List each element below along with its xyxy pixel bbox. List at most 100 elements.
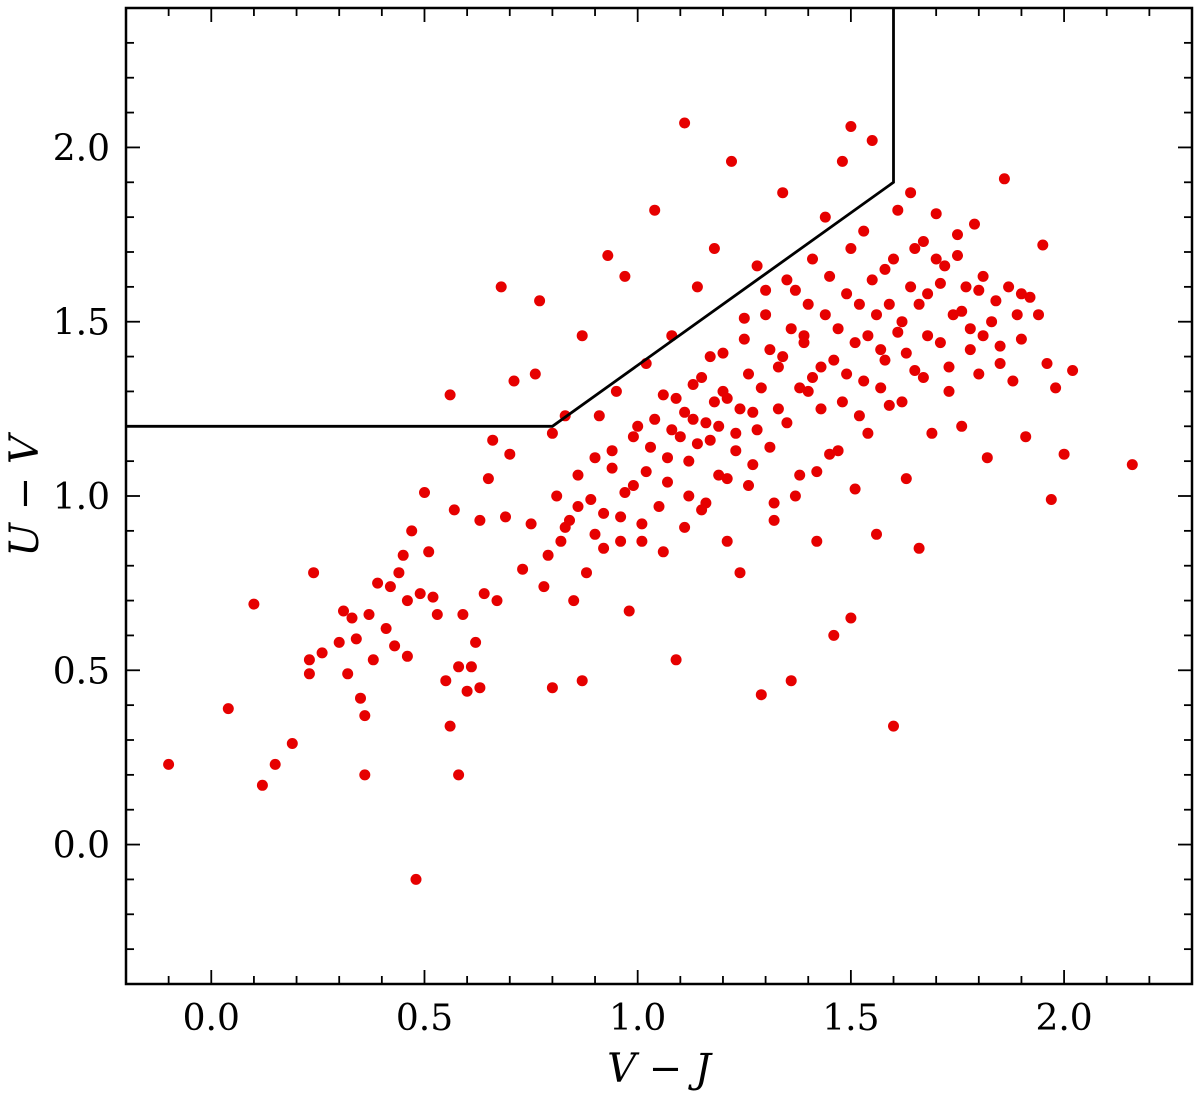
data-point <box>465 661 477 673</box>
data-point <box>828 629 840 641</box>
data-point <box>610 385 622 397</box>
data-point <box>704 434 716 446</box>
data-point <box>657 389 669 401</box>
data-point <box>444 389 456 401</box>
data-point <box>956 420 968 432</box>
data-point <box>845 243 857 254</box>
data-point <box>858 225 870 237</box>
data-point <box>457 609 469 620</box>
data-point <box>559 521 571 533</box>
data-point <box>359 710 371 722</box>
data-point <box>453 661 465 673</box>
data-point <box>679 521 691 533</box>
data-point <box>730 445 742 457</box>
data-point <box>551 490 563 502</box>
data-point <box>453 769 465 781</box>
data-point <box>922 288 934 300</box>
data-point <box>841 368 853 380</box>
data-point <box>922 330 934 342</box>
data-point <box>679 406 691 418</box>
data-point <box>888 720 899 732</box>
data-point <box>602 250 614 261</box>
data-point <box>581 567 592 579</box>
data-point <box>896 396 908 408</box>
x-tick-label: 0.5 <box>396 998 453 1039</box>
data-point <box>811 466 823 478</box>
data-point <box>401 650 413 662</box>
data-point <box>981 452 993 464</box>
data-point <box>807 372 818 383</box>
data-point <box>986 316 998 328</box>
data-point <box>930 253 942 265</box>
data-point <box>755 382 767 394</box>
data-point <box>397 549 409 561</box>
data-point <box>862 427 874 439</box>
plot-frame <box>124 6 1194 986</box>
data-point <box>589 528 601 540</box>
data-point <box>875 382 887 394</box>
data-point <box>474 682 486 694</box>
data-point <box>683 490 695 502</box>
data-point <box>1037 239 1049 251</box>
data-point <box>546 427 558 439</box>
data-point <box>700 417 712 429</box>
data-point <box>777 187 789 199</box>
data-point <box>913 298 925 310</box>
data-point <box>785 323 797 335</box>
data-point <box>832 445 844 457</box>
data-point <box>721 535 733 547</box>
data-point <box>256 779 268 791</box>
y-tick-label: 2.0 <box>53 128 110 169</box>
data-point <box>960 281 972 293</box>
data-point <box>163 758 175 770</box>
data-point <box>879 354 891 366</box>
data-point <box>534 295 546 307</box>
data-point <box>606 462 618 474</box>
axis-ticks <box>125 7 1193 985</box>
data-point <box>679 117 691 129</box>
data-point <box>572 501 584 512</box>
data-point <box>952 229 963 241</box>
data-point <box>785 675 797 687</box>
data-point <box>896 316 908 328</box>
data-point <box>1020 431 1032 443</box>
data-point <box>853 410 865 422</box>
data-point <box>849 337 861 349</box>
data-point <box>973 368 985 380</box>
data-point <box>1050 382 1062 394</box>
y-tick-label: 1.5 <box>53 303 110 344</box>
data-point <box>956 305 968 317</box>
data-point <box>662 452 673 464</box>
data-point <box>504 448 516 460</box>
data-point <box>862 330 874 342</box>
data-point <box>721 473 733 485</box>
data-point <box>555 535 567 547</box>
data-point <box>1024 291 1036 303</box>
data-point <box>670 654 682 666</box>
data-point <box>389 640 401 652</box>
data-point <box>943 361 955 373</box>
data-point <box>789 490 801 502</box>
data-point <box>401 595 413 607</box>
data-point <box>623 605 635 617</box>
data-point <box>964 344 976 356</box>
data-point <box>738 312 750 324</box>
data-point <box>977 330 989 342</box>
data-point <box>568 595 580 607</box>
data-point <box>866 135 878 146</box>
data-point <box>303 668 315 680</box>
data-point <box>1067 365 1079 376</box>
data-point <box>905 281 917 293</box>
data-point <box>969 218 980 230</box>
data-point <box>619 487 631 498</box>
data-point <box>670 392 682 404</box>
data-point <box>815 361 827 373</box>
data-point <box>359 769 371 781</box>
data-point <box>913 542 925 554</box>
data-point <box>909 243 921 254</box>
data-point <box>777 351 789 363</box>
data-point <box>713 469 725 481</box>
selection-boundary-line <box>126 8 895 428</box>
data-point <box>674 431 686 443</box>
data-point <box>926 427 938 439</box>
